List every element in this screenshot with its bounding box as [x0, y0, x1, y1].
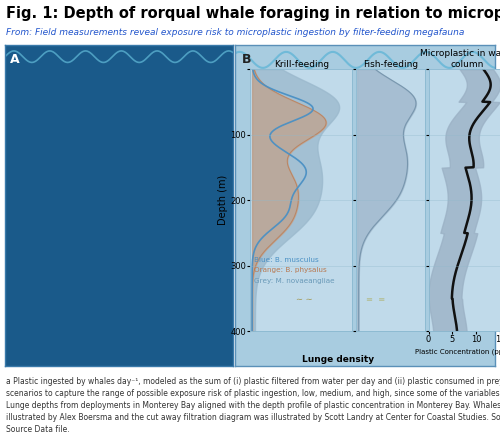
Text: B: B: [242, 54, 252, 67]
Text: Orange: B. physalus: Orange: B. physalus: [254, 267, 327, 273]
X-axis label: Plastic Concentration (pp/m³): Plastic Concentration (pp/m³): [416, 347, 500, 355]
Y-axis label: Depth (m): Depth (m): [218, 175, 228, 226]
Text: From: Field measurements reveal exposure risk to microplastic ingestion by filte: From: Field measurements reveal exposure…: [6, 28, 464, 37]
Title: Fish-feeding: Fish-feeding: [363, 59, 418, 68]
Text: Fig. 1: Depth of rorqual whale foraging in relation to microplastic in the water: Fig. 1: Depth of rorqual whale foraging …: [6, 6, 500, 22]
Text: Grey: M. novaeangliae: Grey: M. novaeangliae: [254, 278, 335, 284]
Text: ≡  ≡: ≡ ≡: [366, 295, 386, 304]
Text: ∼ ∼: ∼ ∼: [296, 295, 313, 304]
Text: Lunge density: Lunge density: [302, 355, 374, 364]
Text: Blue: B. musculus: Blue: B. musculus: [254, 257, 319, 263]
Text: A: A: [10, 54, 19, 67]
Title: Krill-feeding: Krill-feeding: [274, 59, 329, 68]
Text: a Plastic ingested by whales day⁻¹, modeled as the sum of (i) plastic filtered f: a Plastic ingested by whales day⁻¹, mode…: [6, 377, 500, 433]
Title: Microplastic in water
column: Microplastic in water column: [420, 49, 500, 68]
